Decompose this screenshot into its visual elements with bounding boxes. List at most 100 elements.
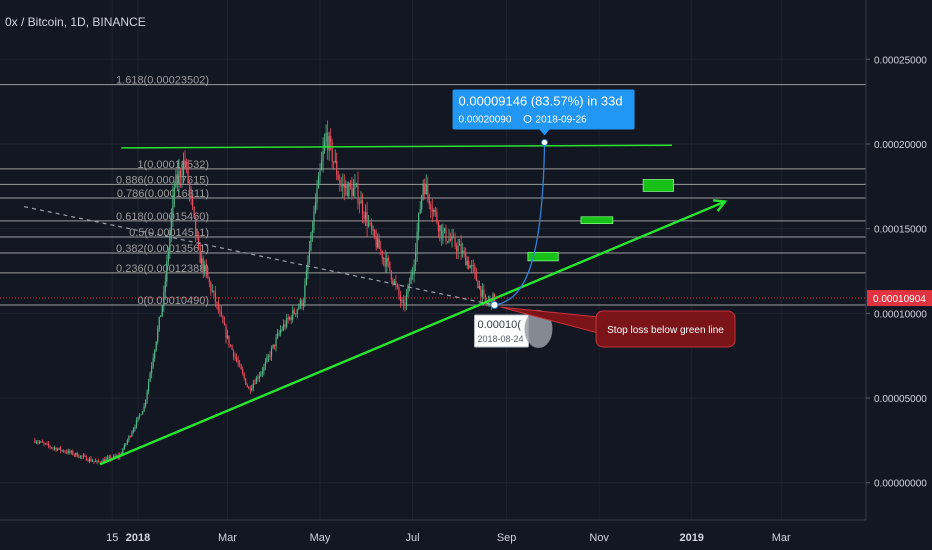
candle-body (408, 284, 411, 286)
candle-body (286, 317, 288, 327)
candle-body (78, 456, 80, 458)
candle-body (327, 132, 329, 151)
candle-body (87, 460, 89, 462)
projection-label-pointer (539, 129, 550, 136)
candle-body (141, 411, 144, 415)
candle-body (421, 195, 423, 210)
candle-body (463, 250, 465, 253)
candle-body (99, 461, 101, 463)
candle-body (44, 443, 47, 445)
candle-body (279, 329, 282, 334)
candle-body (325, 132, 327, 142)
candle-body (264, 361, 267, 367)
candle-body (125, 443, 127, 445)
candle-body (140, 414, 142, 416)
candle-body (123, 444, 125, 450)
fib-level-label: 1.618(0.00023502) (116, 75, 209, 87)
candle-body (446, 241, 449, 243)
last-price-tag (867, 290, 932, 307)
candle-body (196, 234, 198, 239)
candle-body (234, 356, 236, 358)
candle-body (232, 349, 235, 357)
projection-end-point (541, 138, 549, 146)
candle-body (205, 265, 207, 272)
candle-body (275, 337, 277, 347)
candle-body (211, 290, 213, 292)
candle-body (425, 184, 427, 195)
candle-body (40, 441, 42, 443)
candle-body (251, 387, 253, 391)
candle-body (58, 447, 60, 449)
candles (34, 120, 496, 466)
candle-body (455, 246, 458, 252)
candle-body (73, 454, 75, 456)
candle-body (126, 440, 128, 444)
candle-body (401, 300, 403, 302)
projection-label-box (452, 89, 635, 130)
candle-body (64, 451, 66, 453)
candle-body (358, 203, 361, 205)
candle-body (75, 452, 77, 455)
support-trendline (99, 200, 726, 466)
candle-body (131, 432, 133, 437)
candle-body (398, 287, 400, 296)
candle-body (61, 450, 63, 452)
price-axis-panel[interactable] (866, 0, 932, 550)
candle-body (255, 377, 257, 384)
candle-body (269, 355, 271, 357)
fib-level-label: 0.382(0.00013561) (116, 243, 209, 255)
x-tick-label: 15 (106, 532, 118, 544)
time-axis-panel[interactable] (0, 520, 866, 550)
candle-body (346, 185, 348, 197)
start-tooltip-date: 2018-08-24 (477, 334, 523, 344)
x-tick-label: 2018 (126, 532, 150, 544)
fibonacci-levels: 1.618(0.00023502) 1(0.00018532) 0.886(0.00… (0, 75, 866, 307)
candle-body (387, 257, 389, 262)
candle-body (402, 300, 405, 304)
candle-body (249, 388, 251, 391)
candle-body (360, 200, 362, 204)
candle-body (128, 436, 130, 441)
candle-body (240, 364, 242, 370)
candle-body (79, 455, 81, 458)
candle-body (55, 447, 57, 451)
candle-body (460, 244, 462, 254)
candle-body (257, 377, 259, 379)
candle-body (122, 449, 124, 454)
candle-body (170, 215, 172, 234)
candle-body (337, 174, 339, 180)
candle-body (236, 357, 238, 361)
target-box (580, 216, 614, 224)
candle-body (371, 222, 373, 231)
candle-body (179, 171, 182, 178)
candle-body (354, 185, 356, 189)
candle-body (239, 363, 241, 365)
candle-body (348, 182, 350, 197)
candle-body (207, 271, 209, 279)
candle-body (137, 416, 139, 421)
candle-body (214, 291, 216, 303)
candle-body (66, 451, 68, 453)
candle-body (355, 183, 358, 186)
candle-body (483, 289, 485, 295)
candle-body (190, 190, 192, 197)
projection-start-point (490, 301, 499, 310)
candle-body (462, 250, 464, 254)
candle-body (199, 247, 201, 264)
candle-body (146, 391, 148, 400)
candle-body (471, 265, 473, 266)
candle-body (93, 461, 95, 463)
candle-body (158, 317, 160, 329)
candle-body (442, 230, 444, 239)
start-tooltip-shadow (524, 310, 553, 349)
candle-body (114, 455, 116, 457)
candle-body (478, 286, 480, 289)
candle-body (468, 261, 470, 269)
y-tick-label: 0.00015000 (874, 225, 927, 236)
candle-body (276, 333, 279, 338)
fib-level-label: 0.786(0.00016811) (117, 188, 209, 200)
candle-body (185, 162, 188, 165)
candle-body (260, 373, 262, 376)
candle-body (217, 302, 220, 311)
